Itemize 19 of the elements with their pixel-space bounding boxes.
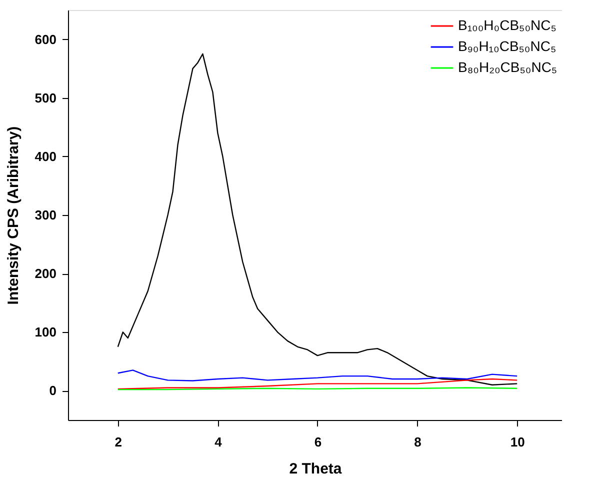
- y-tick-label: 500: [34, 90, 56, 106]
- line-series: [117, 370, 518, 382]
- x-axis-title: 2 Theta: [289, 460, 342, 478]
- y-tick-label: 400: [34, 148, 56, 164]
- x-tick-label: 2: [114, 434, 122, 450]
- legend-label: B₁₀₀H₀CB₅₀NC₅: [458, 17, 556, 33]
- legend-label: B₉₀H₁₀CB₅₀NC₅: [458, 38, 556, 54]
- x-tick-label: 10: [510, 434, 525, 450]
- x-tick-label: 4: [214, 434, 223, 450]
- x-tick-label: 6: [314, 434, 322, 450]
- legend-label: B₈₀H₂₀CB₅₀NC₅: [458, 59, 558, 75]
- y-tick-label: 600: [34, 32, 56, 47]
- y-tick-label: 200: [34, 266, 56, 282]
- y-tick-label: 300: [34, 208, 56, 222]
- x-tick-label: 8: [414, 434, 422, 450]
- line-series: [117, 378, 518, 390]
- y-tick-label: 0: [49, 383, 56, 398]
- y-axis-title: Intensity CPS (Aribitrary): [4, 126, 22, 305]
- y-tick-label: 100: [34, 324, 56, 340]
